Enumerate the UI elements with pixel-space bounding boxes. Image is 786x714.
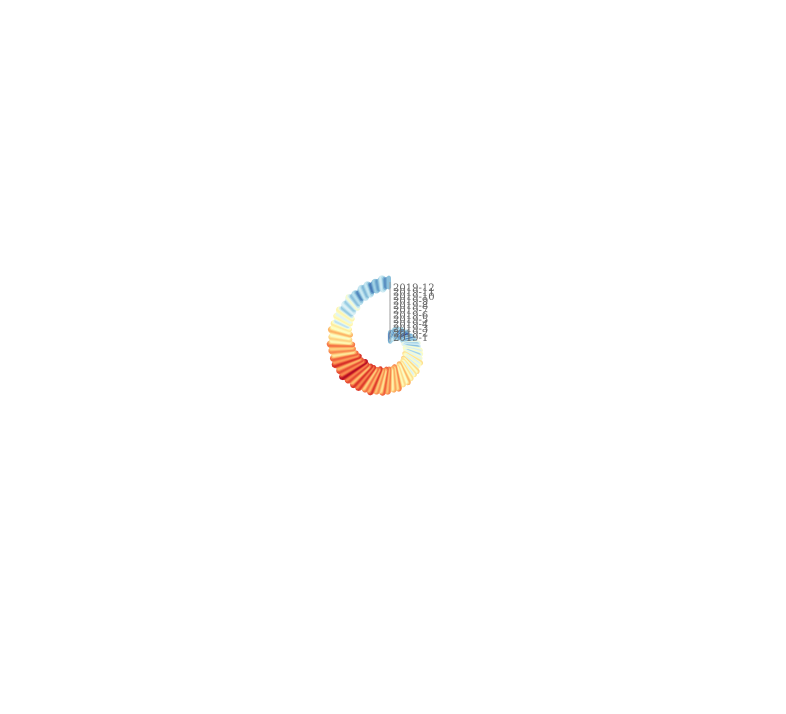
month-label: 2019-3 (393, 324, 428, 335)
month-label: 2019-2 (393, 328, 428, 339)
month-labels: 2019-12019-22019-32019-42019-52019-62019… (389, 281, 435, 344)
month-label: 2019-5 (393, 315, 428, 326)
day-bars (326, 275, 424, 396)
month-label: 2019-10 (393, 292, 435, 303)
month-label-group: 2019-12 (389, 281, 435, 294)
month-label: 2019-6 (393, 310, 428, 321)
month-label: 2019-11 (393, 288, 435, 299)
month-label: 2019-7 (393, 306, 428, 317)
month-label: 2019-8 (393, 301, 428, 312)
month-label: 2019-12 (393, 283, 435, 294)
month-label: 2019-9 (393, 297, 428, 308)
month-label: 2019-4 (393, 319, 428, 330)
month-label: 2019-1 (393, 333, 428, 344)
